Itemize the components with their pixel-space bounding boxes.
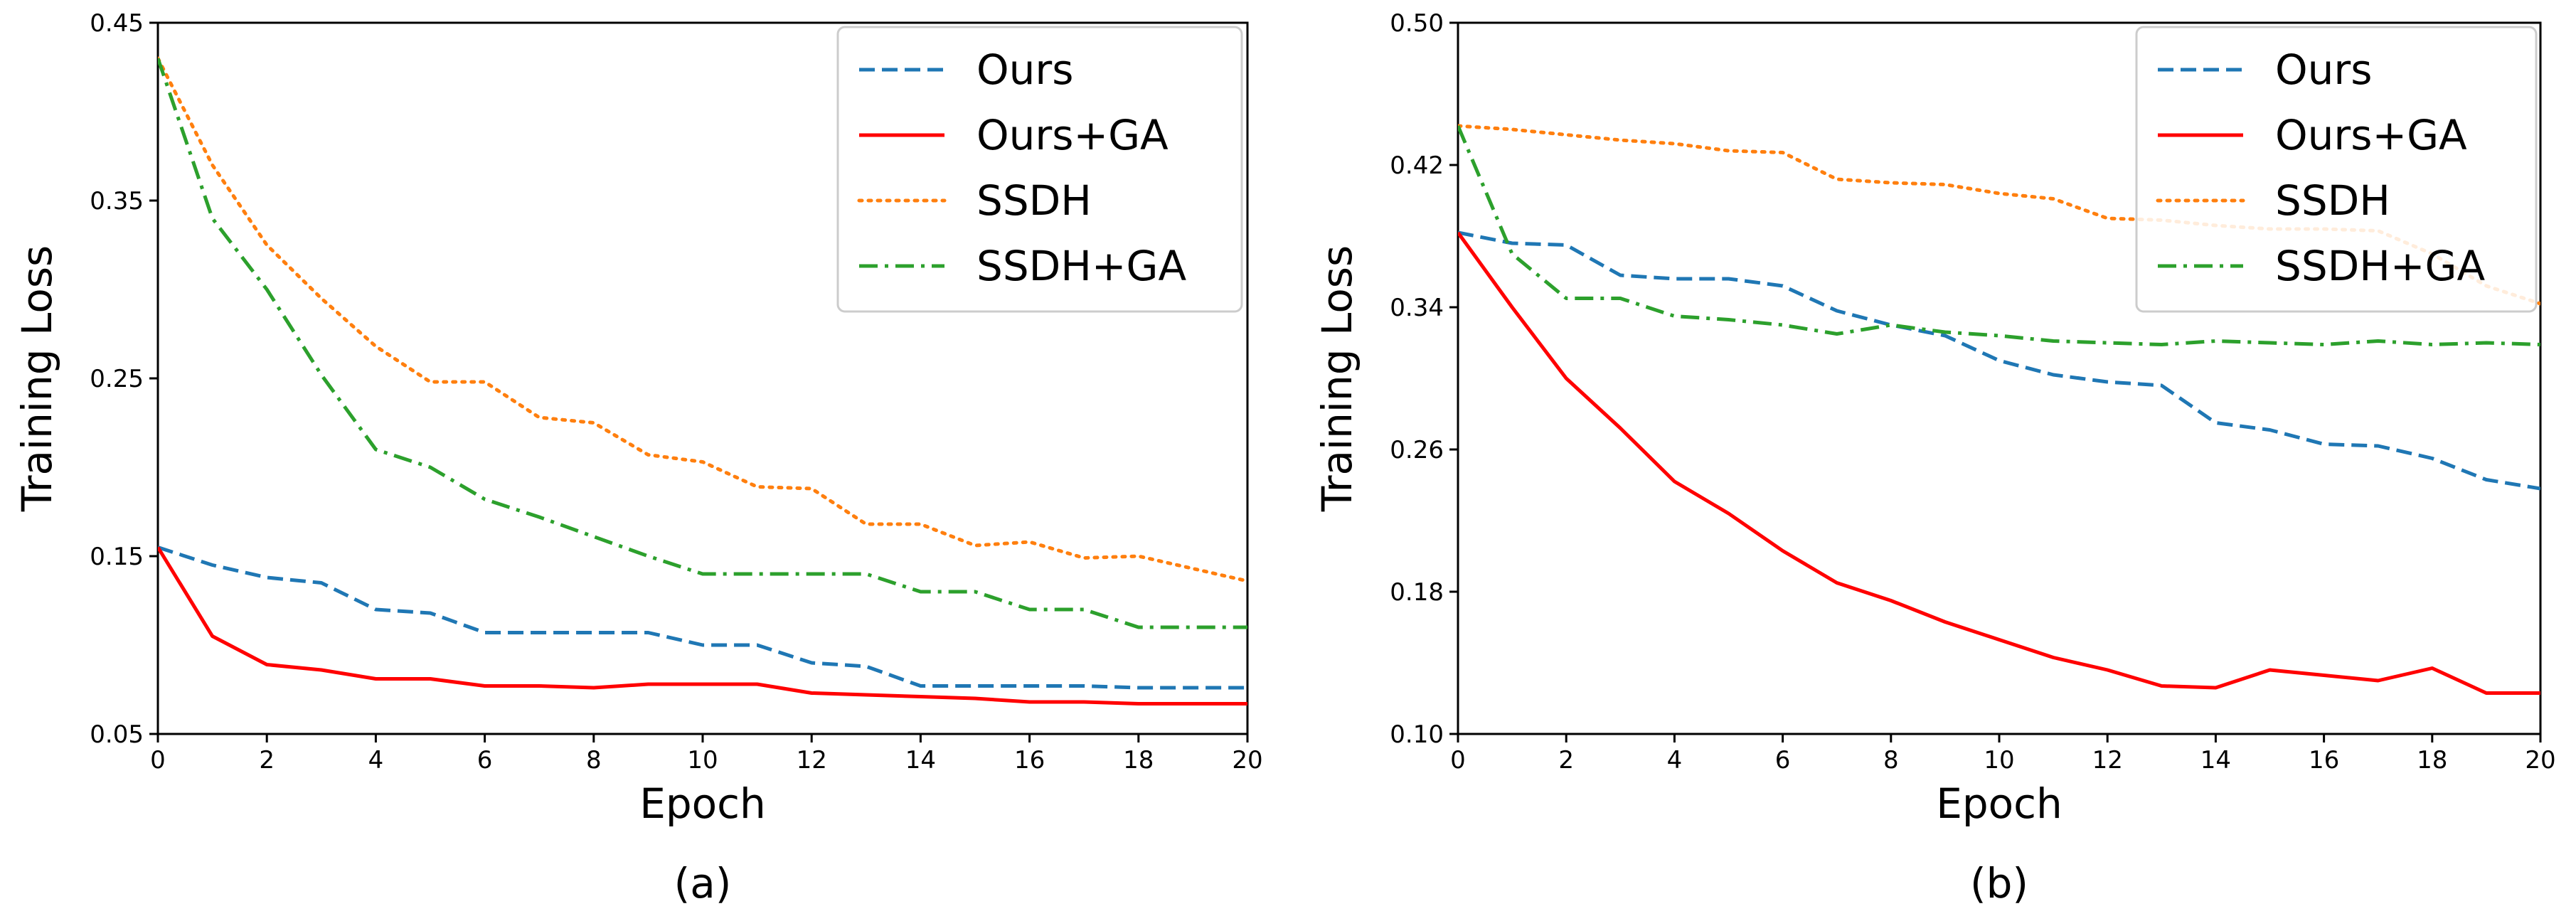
series-line-ssdh xyxy=(158,56,1247,583)
y-tick-label: 0.25 xyxy=(90,365,144,393)
legend-box xyxy=(836,26,1243,313)
x-tick-label: 8 xyxy=(1883,746,1899,774)
x-tick-label: 10 xyxy=(1984,746,2014,774)
x-axis-label: Epoch xyxy=(1936,779,2063,828)
x-tick-label: 16 xyxy=(1014,746,1045,774)
x-tick-label: 20 xyxy=(2525,746,2555,774)
y-tick-label: 0.45 xyxy=(90,9,144,38)
series-line-ssdh-plus-ga xyxy=(158,58,1247,629)
legend-label: SSDH xyxy=(976,176,1092,225)
x-tick-label: 6 xyxy=(477,746,493,774)
x-tick-label: 14 xyxy=(905,746,936,774)
y-tick-label: 0.18 xyxy=(1390,578,1444,607)
series-line-ours-plus-ga xyxy=(1458,231,2540,695)
x-tick-label: 2 xyxy=(259,746,275,774)
y-tick-label: 0.50 xyxy=(1390,9,1444,38)
x-tick-label: 18 xyxy=(1123,746,1154,774)
legend-label: Ours+GA xyxy=(976,111,1169,159)
x-tick-label: 12 xyxy=(2092,746,2123,774)
x-tick-label: 4 xyxy=(1667,746,1683,774)
x-tick-label: 20 xyxy=(1232,746,1262,774)
series-line-ours xyxy=(1458,230,2540,491)
x-tick-label: 4 xyxy=(368,746,384,774)
x-tick-label: 2 xyxy=(1558,746,1574,774)
y-tick-label: 0.15 xyxy=(90,543,144,571)
legend-label: SSDH xyxy=(2275,176,2390,225)
y-tick-label: 0.34 xyxy=(1390,294,1444,322)
legend: Ours Ours+GA SSDH SSDH+GA xyxy=(836,26,1243,313)
x-tick-label: 0 xyxy=(150,746,166,774)
panel-caption: (b) xyxy=(1970,859,2028,907)
x-axis-label: Epoch xyxy=(639,779,766,828)
chart-panel-a: 0 2 4 6 8 10 12 14 16 18 20 0.05 0.15 0.25 0.35 0.45 Epo… xyxy=(13,9,1263,907)
x-tick-label: 10 xyxy=(687,746,718,774)
x-tick-label: 18 xyxy=(2417,746,2447,774)
x-tick-label: 8 xyxy=(586,746,602,774)
panel-caption: (a) xyxy=(674,859,732,907)
series-line-ours-plus-ga xyxy=(158,546,1247,706)
legend-label: SSDH+GA xyxy=(2275,242,2485,290)
chart-panel-b: 0 2 4 6 8 10 12 14 16 18 20 0.10 0.18 0.26 0.34 0.42 0.5… xyxy=(1313,9,2556,907)
y-tick-label: 0.10 xyxy=(1390,720,1444,749)
y-axis-label: Training Loss xyxy=(13,245,61,513)
x-tick-label: 6 xyxy=(1775,746,1791,774)
x-tick-label: 0 xyxy=(1450,746,1466,774)
legend-label: Ours xyxy=(2275,46,2372,94)
y-tick-label: 0.05 xyxy=(90,720,144,749)
series-line-ours xyxy=(158,545,1247,690)
series-line-ssdh-plus-ga xyxy=(1458,125,2540,346)
legend-label: Ours+GA xyxy=(2275,111,2467,159)
legend-label: SSDH+GA xyxy=(976,242,1186,290)
y-tick-label: 0.26 xyxy=(1390,436,1444,464)
x-tick-label: 12 xyxy=(797,746,827,774)
legend: Ours Ours+GA SSDH SSDH+GA xyxy=(2135,26,2538,313)
x-tick-label: 16 xyxy=(2309,746,2339,774)
legend-box xyxy=(2135,26,2538,313)
y-tick-label: 0.35 xyxy=(90,187,144,215)
y-axis-label: Training Loss xyxy=(1313,245,1361,513)
legend-label: Ours xyxy=(976,46,1073,94)
y-tick-label: 0.42 xyxy=(1390,151,1444,180)
x-tick-label: 14 xyxy=(2200,746,2231,774)
